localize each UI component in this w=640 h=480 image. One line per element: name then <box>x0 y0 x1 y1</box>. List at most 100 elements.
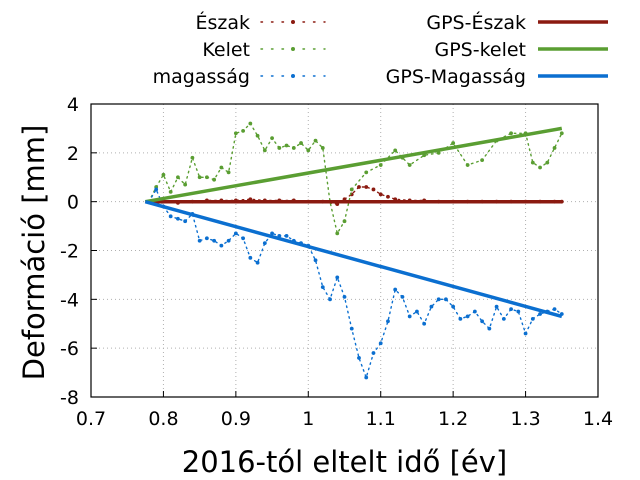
data-point <box>154 187 159 192</box>
series-line-magassag <box>148 187 563 380</box>
data-point <box>364 170 369 175</box>
data-point <box>538 165 542 170</box>
legend-label: magasság <box>153 66 250 88</box>
data-point <box>371 187 376 192</box>
data-point <box>378 192 383 197</box>
data-point <box>291 146 296 150</box>
data-point <box>509 307 513 311</box>
legend-label: GPS-kelet <box>434 39 526 61</box>
data-point <box>204 175 209 180</box>
data-point <box>357 185 361 189</box>
data-point <box>284 233 289 238</box>
data-point <box>320 146 325 150</box>
data-point <box>552 307 557 311</box>
series-gps-magassag <box>144 200 563 319</box>
data-point <box>480 319 485 324</box>
data-point <box>523 331 528 336</box>
data-point <box>176 175 180 180</box>
data-point <box>393 148 398 153</box>
legend-swatch-point <box>291 74 295 78</box>
data-point <box>183 182 188 187</box>
data-point <box>371 351 376 355</box>
x-tick-label: 0.8 <box>148 408 178 430</box>
data-point <box>342 219 347 224</box>
x-tick-label: 1.3 <box>510 408 540 430</box>
y-tick-label: 0 <box>67 192 79 214</box>
data-point <box>545 160 550 165</box>
data-point <box>241 236 246 241</box>
data-point <box>226 170 231 175</box>
data-point <box>226 238 231 243</box>
data-point <box>270 136 274 141</box>
data-point <box>501 316 506 321</box>
data-point <box>262 241 267 246</box>
data-point <box>357 356 361 360</box>
data-point <box>212 177 217 182</box>
data-point <box>248 121 253 126</box>
series-line-gps-kelet <box>144 126 563 204</box>
y-tick-label: -8 <box>60 387 79 409</box>
series-magassag <box>147 187 564 380</box>
data-point <box>328 297 332 302</box>
legend-swatch-point <box>291 47 295 51</box>
data-point <box>248 255 253 260</box>
data-point <box>219 243 224 248</box>
data-point <box>364 375 369 380</box>
ticks: 0.7 0.8 0.9 1 1.1 1.2 1.3 1.4 4 2 0 -2 -4 -6 -8 <box>60 94 613 430</box>
series-gps-kelet <box>144 126 563 204</box>
data-point <box>530 316 535 321</box>
data-point <box>342 294 347 299</box>
data-point <box>465 163 470 167</box>
data-point <box>219 165 224 170</box>
data-point <box>530 160 535 165</box>
data-point <box>494 304 499 309</box>
data-point <box>197 175 202 180</box>
legend-label: Észak <box>195 11 250 34</box>
data-point <box>161 172 166 177</box>
grid <box>90 103 599 398</box>
data-point <box>378 163 383 167</box>
data-point <box>255 133 260 138</box>
data-point <box>552 146 557 150</box>
legend-label: GPS-Magasság <box>386 66 526 88</box>
data-point <box>436 297 441 302</box>
data-point <box>176 216 180 221</box>
data-point <box>313 138 318 143</box>
data-point <box>299 141 303 145</box>
y-tick-label: -6 <box>60 338 79 360</box>
legend-swatch-point <box>291 20 295 24</box>
data-point <box>233 231 238 236</box>
data-point <box>335 275 340 280</box>
data-point <box>197 238 202 243</box>
data-point <box>378 341 383 346</box>
x-tick-label: 1.4 <box>583 408 613 430</box>
data-point <box>393 287 398 292</box>
data-point <box>509 131 513 136</box>
data-point <box>277 146 282 150</box>
x-axis-label: 2016-tól eltelt idő [év] <box>182 445 507 479</box>
data-point <box>451 304 456 309</box>
data-point <box>400 294 405 299</box>
x-tick-label: 0.7 <box>76 408 106 430</box>
data-point <box>212 238 217 243</box>
data-point <box>364 185 369 189</box>
data-point <box>451 141 456 145</box>
series-line-gps-magassag <box>144 200 563 319</box>
data-point <box>168 190 173 194</box>
data-point <box>284 143 289 148</box>
legend: Észak Kelet magasság GPS-Észak GPS-kelet GPS-… <box>153 11 608 88</box>
data-point <box>429 304 434 309</box>
data-point <box>487 326 492 331</box>
data-point <box>465 314 470 319</box>
x-tick-label: 1.2 <box>438 408 468 430</box>
data-point <box>559 131 564 136</box>
data-point <box>415 309 419 314</box>
data-point <box>320 285 325 290</box>
data-point <box>313 258 318 263</box>
x-tick-label: 1.1 <box>366 408 396 430</box>
data-point <box>190 155 195 160</box>
data-point <box>349 326 354 331</box>
data-point <box>407 314 412 319</box>
data-point <box>480 158 485 163</box>
